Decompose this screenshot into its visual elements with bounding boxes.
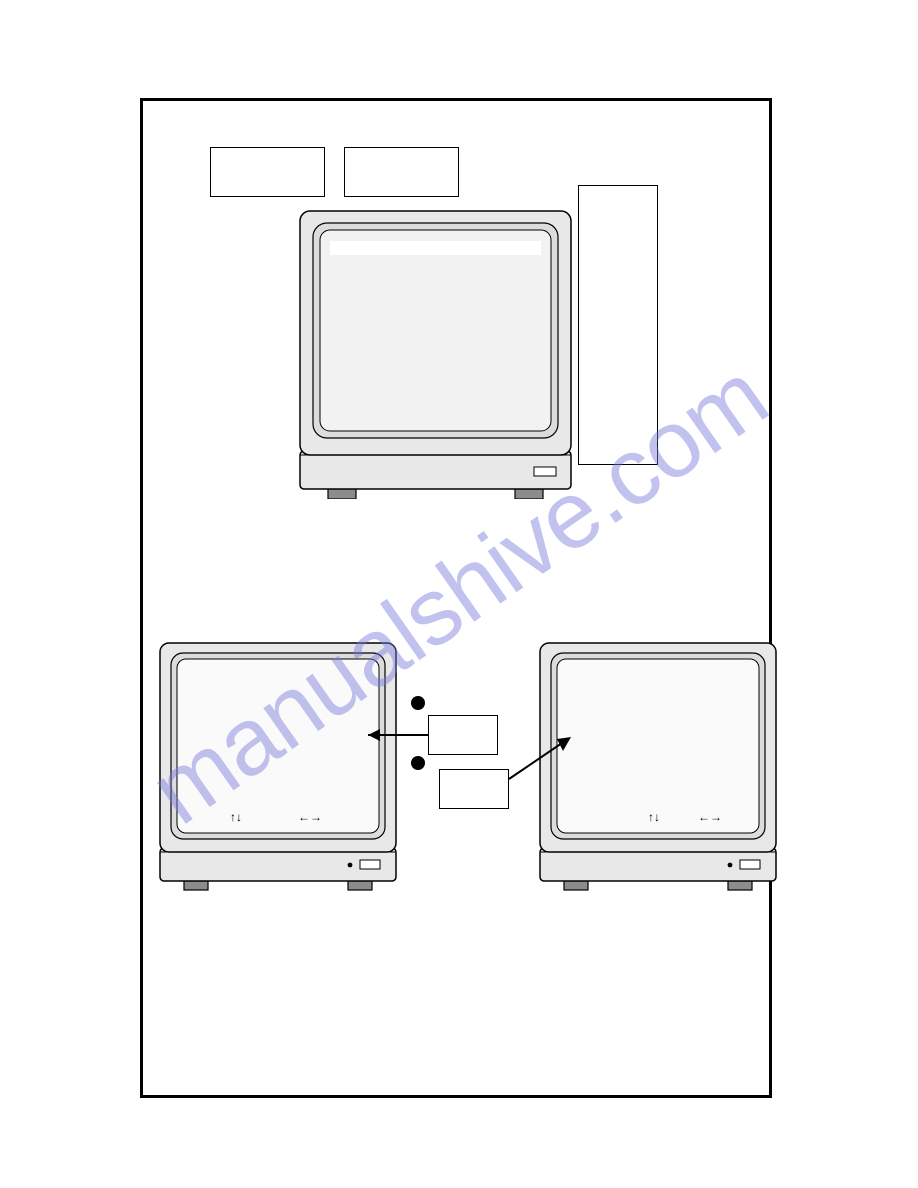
arrow-right-line	[509, 741, 565, 779]
main-panel: ↑↓ ←→ ↑↓ ←→	[140, 98, 772, 1098]
box-mid-lower	[439, 769, 509, 809]
box-mid-upper	[428, 715, 498, 755]
center-overlay	[143, 101, 775, 1101]
bullet-dot-lower	[411, 756, 425, 770]
page: manualshive.com	[0, 0, 918, 1188]
arrow-left-head	[368, 729, 380, 741]
bullet-dot-upper	[411, 696, 425, 710]
